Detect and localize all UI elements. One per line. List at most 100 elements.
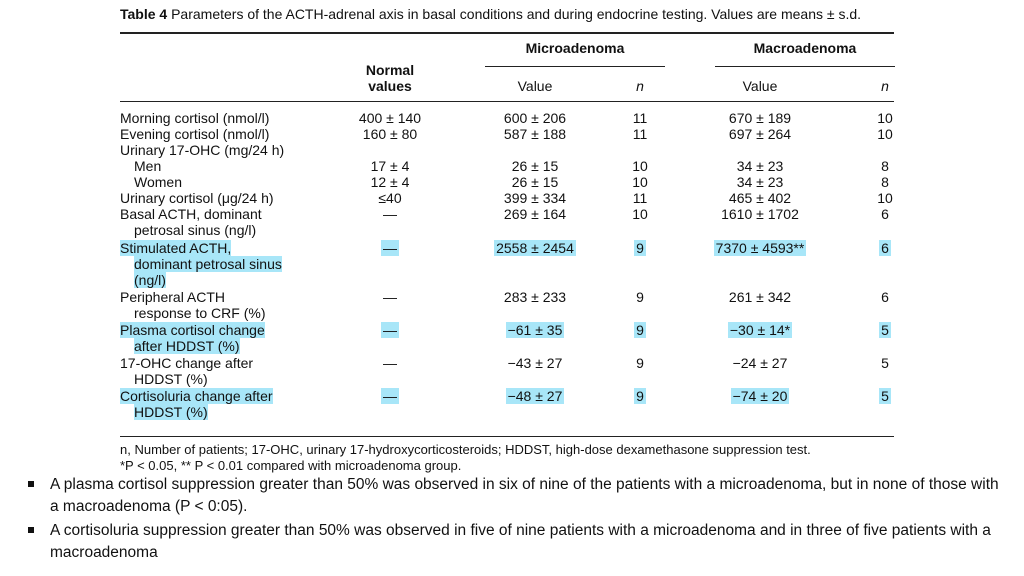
table-caption-label: Table 4 <box>120 6 168 22</box>
macro-value-cell: 261 ± 342 <box>690 289 830 305</box>
micro-value-cell-text: 587 ± 188 <box>503 126 567 142</box>
micro-value-cell: −61 ± 35 <box>470 322 600 338</box>
parameter-line: after HDDST (%) <box>134 338 240 354</box>
micro-value-cell: 283 ± 233 <box>470 289 600 305</box>
normal-value-cell-text: ≤40 <box>378 190 402 206</box>
micro-value-cell-text: −43 ± 27 <box>507 355 563 371</box>
parameter-line: Urinary cortisol (μg/24 h) <box>120 190 274 206</box>
parameter-cell: Men <box>120 158 161 174</box>
macro-n-cell-text: 8 <box>881 158 889 174</box>
normal-value-cell-text: 160 ± 80 <box>362 126 418 142</box>
micro-value-cell-text: 269 ± 164 <box>503 206 567 222</box>
parameter-line: Peripheral ACTH <box>120 289 226 305</box>
parameter-line: Stimulated ACTH, <box>120 240 232 256</box>
normal-value-cell: — <box>340 388 440 404</box>
header-microadenoma: Microadenoma <box>525 40 625 56</box>
normal-value-cell-text: — <box>383 206 397 222</box>
macro-n-cell: 10 <box>860 126 910 142</box>
macro-n-cell: 6 <box>860 289 910 305</box>
micro-value-cell: 2558 ± 2454 <box>470 240 600 256</box>
header-macro-n: n <box>881 78 889 94</box>
table-caption: Table 4 Parameters of the ACTH-adrenal a… <box>120 6 900 22</box>
bullet-item: A plasma cortisol suppression greater th… <box>28 474 1008 518</box>
header-micro-value: Value <box>517 78 553 94</box>
parameter-line: 17-OHC change after <box>120 355 254 371</box>
parameter-cell: Evening cortisol (nmol/l) <box>120 126 269 142</box>
table-footnote: n, Number of patients; 17-OHC, urinary 1… <box>120 442 811 474</box>
parameter-line: Women <box>134 174 182 190</box>
macro-n-cell-text: 10 <box>877 126 893 142</box>
parameter-line: HDDST (%) <box>134 404 208 420</box>
header-macroadenoma: Macroadenoma <box>753 40 857 56</box>
footnote-line-1: n, Number of patients; 17-OHC, urinary 1… <box>120 442 811 457</box>
micro-n-cell: 9 <box>615 388 665 404</box>
micro-n-cell: 10 <box>615 174 665 190</box>
normal-value-cell-text: — <box>383 289 397 305</box>
macro-value-cell: −74 ± 20 <box>690 388 830 404</box>
parameter-cell: Peripheral ACTH response to CRF (%) <box>120 289 265 321</box>
normal-value-cell-text: — <box>381 322 399 338</box>
micro-n-cell: 9 <box>615 355 665 371</box>
micro-value-cell-text: 26 ± 15 <box>511 174 559 190</box>
macro-value-cell-text: 697 ± 264 <box>728 126 792 142</box>
bullet-text: A plasma cortisol suppression greater th… <box>50 476 999 515</box>
bullet-item: A cortisoluria suppression greater than … <box>28 520 1008 564</box>
micro-n-cell-text: 9 <box>634 322 646 338</box>
macro-n-cell-text: 10 <box>877 190 893 206</box>
macro-n-cell-text: 6 <box>881 289 889 305</box>
micro-n-cell: 11 <box>615 190 665 206</box>
parameter-line: Morning cortisol (nmol/l) <box>120 110 270 126</box>
micro-value-cell: 600 ± 206 <box>470 110 600 126</box>
macro-value-cell-text: −30 ± 14* <box>727 322 793 338</box>
micro-value-cell-text: 600 ± 206 <box>503 110 567 126</box>
macro-group-rule <box>715 66 895 67</box>
macro-n-cell-text: 5 <box>879 322 891 338</box>
bullet-square-icon <box>28 481 34 487</box>
macro-value-cell-text: 34 ± 23 <box>736 174 784 190</box>
micro-value-cell-text: 283 ± 233 <box>503 289 567 305</box>
macro-value-cell: 1610 ± 1702 <box>690 206 830 222</box>
micro-n-cell-text: 9 <box>636 289 644 305</box>
table-caption-text: Parameters of the ACTH-adrenal axis in b… <box>171 6 862 22</box>
macro-n-cell: 8 <box>860 158 910 174</box>
header-micro-n: n <box>636 78 644 94</box>
parameter-line: response to CRF (%) <box>134 305 266 321</box>
macro-n-cell-text: 5 <box>879 388 891 404</box>
bottom-rule <box>120 436 894 437</box>
normal-value-cell-text: — <box>381 240 399 256</box>
micro-value-cell: −43 ± 27 <box>470 355 600 371</box>
macro-value-cell: 670 ± 189 <box>690 110 830 126</box>
micro-n-cell-text: 11 <box>632 190 648 206</box>
macro-n-cell: 8 <box>860 174 910 190</box>
parameter-line: Men <box>134 158 162 174</box>
header-normal-values: Normal values <box>340 62 440 94</box>
micro-n-cell: 11 <box>615 110 665 126</box>
macro-value-cell: 34 ± 23 <box>690 174 830 190</box>
top-rule <box>120 32 894 34</box>
header-macro-value: Value <box>742 78 778 94</box>
micro-value-cell-text: −48 ± 27 <box>505 388 565 404</box>
macro-value-cell-text: 465 ± 402 <box>728 190 792 206</box>
micro-n-cell-text: 10 <box>632 158 648 174</box>
macro-n-cell: 6 <box>860 206 910 222</box>
macro-n-cell-text: 6 <box>881 206 889 222</box>
parameter-line: (ng/l) <box>134 272 166 288</box>
micro-value-cell-text: 2558 ± 2454 <box>494 240 576 256</box>
normal-value-cell: — <box>340 289 440 305</box>
parameter-cell: Morning cortisol (nmol/l) <box>120 110 269 126</box>
micro-value-cell: 26 ± 15 <box>470 174 600 190</box>
normal-value-cell-text: 400 ± 140 <box>358 110 422 126</box>
macro-value-cell: −24 ± 27 <box>690 355 830 371</box>
parameter-cell: Women <box>120 174 182 190</box>
micro-value-cell: −48 ± 27 <box>470 388 600 404</box>
parameter-cell: Plasma cortisol change after HDDST (%) <box>120 322 265 354</box>
header-normal-line-1: Normal <box>365 62 415 78</box>
micro-n-cell-text: 9 <box>634 240 646 256</box>
micro-n-cell: 10 <box>615 206 665 222</box>
parameter-line: Evening cortisol (nmol/l) <box>120 126 270 142</box>
macro-n-cell: 6 <box>860 240 910 256</box>
footnote-line-2: *P < 0.05, ** P < 0.01 compared with mic… <box>120 458 462 473</box>
parameter-line: HDDST (%) <box>134 371 208 387</box>
micro-n-cell-text: 10 <box>632 174 648 190</box>
normal-value-cell: 12 ± 4 <box>340 174 440 190</box>
